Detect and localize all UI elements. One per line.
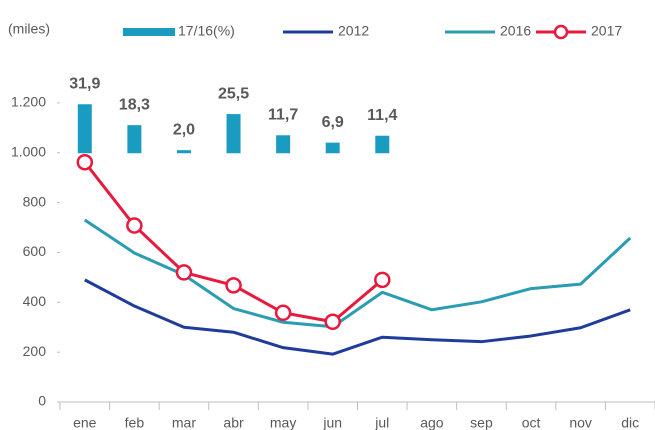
bar (77, 104, 92, 154)
legend-marker (553, 24, 569, 40)
bar (176, 150, 191, 154)
line-marker (274, 304, 292, 322)
y-tick-label: 0 (38, 393, 46, 409)
bar (375, 135, 390, 154)
line (83, 218, 632, 329)
line-marker (126, 217, 143, 234)
y-tick-label: 600 (23, 243, 47, 259)
legend-swatch (123, 28, 175, 36)
line (83, 161, 384, 324)
bar (325, 142, 340, 154)
legend-label: 2017 (591, 23, 622, 39)
x-tick-label: nov (569, 415, 592, 430)
bar-value-label: 11,7 (268, 106, 298, 123)
x-tick-label: oct (522, 415, 541, 430)
x-tick-label: ene (73, 415, 97, 430)
x-tick-label: dic (621, 415, 639, 430)
legend-label: 2012 (338, 23, 369, 39)
line-marker (374, 271, 391, 289)
bar (226, 114, 241, 154)
legend-label: 2016 (500, 23, 531, 39)
y-tick-label: 200 (23, 343, 47, 359)
bar (276, 135, 291, 154)
x-tick-label: feb (125, 415, 145, 430)
x-tick-label: may (270, 415, 296, 430)
x-tick-label: sep (470, 415, 493, 430)
y-axis-unit: (miles) (8, 21, 50, 37)
bar-value-label: 11,4 (367, 107, 397, 124)
line-marker (76, 153, 94, 171)
x-tick-label: jun (322, 415, 342, 430)
y-tick-label: 800 (23, 193, 47, 209)
bar-value-label: 25,5 (218, 85, 249, 102)
bar-value-label: 6,9 (322, 114, 344, 131)
y-tick-label: 1.200 (11, 94, 46, 110)
line-marker (225, 277, 242, 294)
line-marker (324, 313, 341, 330)
bar-value-label: 2,0 (173, 121, 195, 138)
x-tick-label: mar (172, 415, 196, 430)
x-tick-label: abr (223, 415, 244, 430)
x-tick-label: jul (374, 415, 389, 430)
legend-label: 17/16(%) (178, 23, 235, 39)
bar (127, 125, 142, 154)
y-tick-label: 1.000 (11, 143, 46, 159)
x-tick-label: ago (420, 415, 444, 430)
line (84, 278, 631, 356)
bar-value-label: 31,9 (69, 75, 100, 92)
bar-value-label: 18,3 (119, 96, 150, 113)
line-marker (175, 264, 193, 281)
y-tick-label: 400 (23, 293, 47, 309)
